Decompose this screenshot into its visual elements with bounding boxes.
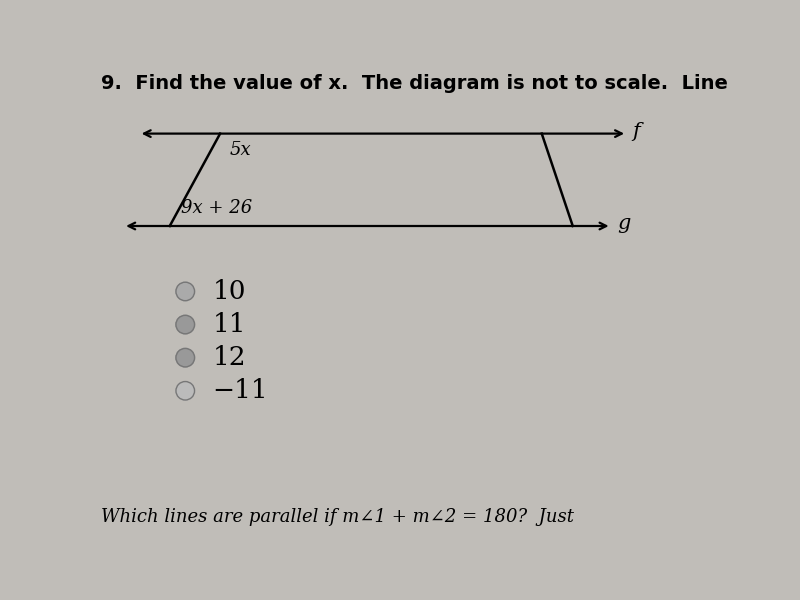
Circle shape — [176, 316, 194, 334]
Text: f: f — [633, 122, 640, 141]
Circle shape — [176, 282, 194, 301]
Text: 9x + 26: 9x + 26 — [182, 199, 253, 217]
Circle shape — [176, 349, 194, 367]
Text: 11: 11 — [212, 312, 246, 337]
Text: g: g — [617, 214, 630, 233]
Circle shape — [176, 382, 194, 400]
Text: 9.  Find the value of x.  The diagram is not to scale.  Line: 9. Find the value of x. The diagram is n… — [101, 74, 728, 94]
Text: 5x: 5x — [230, 141, 251, 159]
Text: Which lines are parallel if m∠1 + m∠2 = 180?  Just: Which lines are parallel if m∠1 + m∠2 = … — [101, 508, 574, 526]
Text: 10: 10 — [212, 279, 246, 304]
Text: 12: 12 — [212, 345, 246, 370]
Text: −11: −11 — [212, 378, 268, 403]
